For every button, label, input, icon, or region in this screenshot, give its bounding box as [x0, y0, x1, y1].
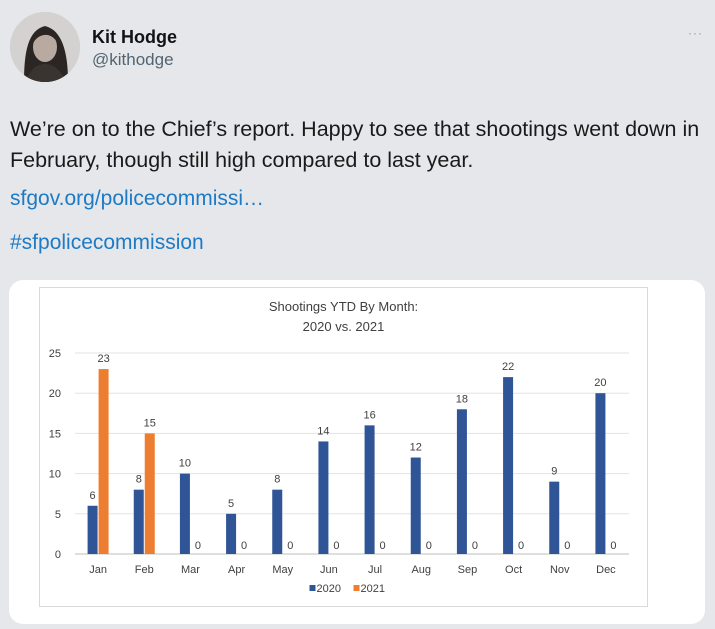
- x-tick-label: Jun: [320, 564, 338, 576]
- profile-photo-icon: [10, 12, 80, 82]
- data-label: 0: [518, 540, 524, 552]
- bar-2020-jul: [364, 425, 375, 554]
- data-label: 23: [97, 353, 109, 365]
- x-tick-label: Apr: [228, 564, 245, 576]
- data-label: 0: [333, 540, 339, 552]
- hashtag-link[interactable]: #sfpolicecommission: [10, 231, 204, 254]
- y-tick-label: 15: [49, 428, 61, 440]
- data-label: 14: [317, 425, 329, 437]
- data-label: 6: [90, 490, 96, 502]
- y-tick-label: 10: [49, 469, 61, 481]
- data-label: 0: [380, 540, 386, 552]
- bar-2020-may: [272, 489, 283, 554]
- y-tick-label: 25: [49, 348, 61, 360]
- data-label: 8: [136, 474, 142, 486]
- bar-2020-apr: [226, 513, 237, 554]
- bar-2020-jun: [318, 441, 329, 554]
- tweet-text: We’re on to the Chief’s report. Happy to…: [10, 117, 700, 172]
- data-label: 0: [195, 540, 201, 552]
- data-label: 0: [610, 540, 616, 552]
- x-tick-label: Jan: [89, 564, 107, 576]
- data-label: 0: [241, 540, 247, 552]
- data-label: 10: [179, 458, 191, 470]
- data-label: 8: [274, 474, 280, 486]
- bar-2020-mar: [179, 473, 190, 554]
- legend-label-2020: 2020: [317, 583, 341, 595]
- data-label: 0: [287, 540, 293, 552]
- x-tick-label: Jul: [368, 564, 382, 576]
- bar-2020-jan: [87, 505, 98, 554]
- x-tick-label: Aug: [411, 564, 431, 576]
- data-label: 9: [551, 466, 557, 478]
- legend-swatch-2020: [309, 585, 316, 591]
- bar-2021-feb: [144, 433, 155, 554]
- chart-subtitle: 2020 vs. 2021: [303, 319, 385, 334]
- data-label: 16: [363, 409, 375, 421]
- chart-frame: Shootings YTD By Month: 2020 vs. 2021 0 5 10…: [39, 287, 648, 607]
- data-label: 0: [564, 540, 570, 552]
- x-tick-label: May: [272, 564, 293, 576]
- y-tick-label: 20: [49, 388, 61, 400]
- data-label: 20: [594, 377, 606, 389]
- data-label: 18: [456, 393, 468, 405]
- bar-2020-nov: [549, 481, 560, 554]
- bar-2020-sep: [456, 409, 467, 554]
- legend-swatch-2021: [353, 585, 360, 591]
- bar-2021-jan: [98, 369, 109, 554]
- display-name[interactable]: Kit Hodge: [92, 27, 177, 47]
- avatar[interactable]: [10, 12, 80, 82]
- x-tick-label: Feb: [135, 564, 154, 576]
- x-tick-label: Sep: [458, 564, 478, 576]
- data-label: 0: [472, 540, 478, 552]
- bar-2020-aug: [410, 457, 421, 554]
- bar-2020-dec: [595, 393, 606, 554]
- x-tick-label: Dec: [596, 564, 616, 576]
- y-tick-label: 0: [55, 549, 61, 561]
- data-label: 12: [410, 442, 422, 454]
- chart-title: Shootings YTD By Month:: [269, 299, 418, 314]
- bar-2020-feb: [133, 489, 144, 554]
- legend-label-2021: 2021: [361, 583, 385, 595]
- x-tick-label: Oct: [505, 564, 522, 576]
- data-label: 22: [502, 361, 514, 373]
- data-label: 0: [426, 540, 432, 552]
- x-tick-label: Nov: [550, 564, 570, 576]
- data-label: 15: [144, 417, 156, 429]
- bar-chart: Shootings YTD By Month: 2020 vs. 2021 0 5 10…: [49, 299, 629, 595]
- y-tick-label: 5: [55, 509, 61, 521]
- data-label: 5: [228, 498, 234, 510]
- tweet-url-link[interactable]: sfgov.org/policecommissi…: [10, 187, 265, 210]
- more-horizontal-icon[interactable]: ···: [688, 26, 703, 40]
- bar-2020-oct: [503, 377, 514, 554]
- x-tick-label: Mar: [181, 564, 200, 576]
- media-card[interactable]: Shootings YTD By Month: 2020 vs. 2021 0 5 10…: [9, 280, 705, 624]
- user-handle[interactable]: @kithodge: [92, 50, 174, 69]
